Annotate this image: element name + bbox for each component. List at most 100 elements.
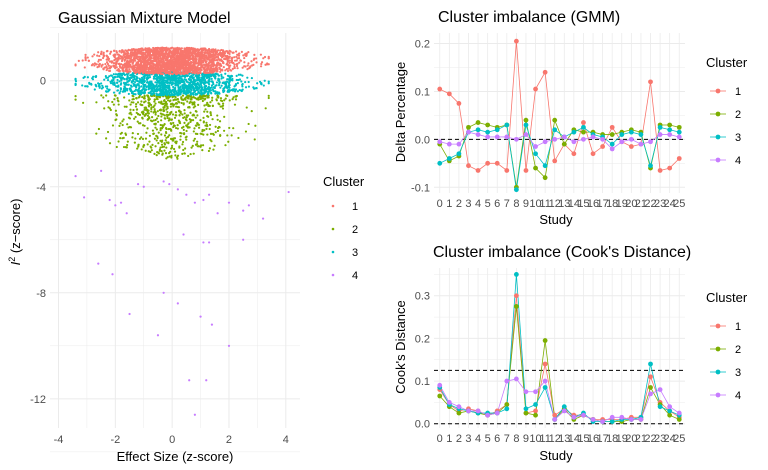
scatter-point-cluster-1 xyxy=(217,57,220,60)
scatter-point-cluster-2 xyxy=(204,108,207,111)
scatter-point-cluster-1 xyxy=(81,59,84,62)
scatter-point-cluster-1 xyxy=(105,61,109,64)
scatter-point-cluster-2 xyxy=(171,113,175,116)
scatter-point-cluster-3 xyxy=(198,84,201,87)
scatter-point-cluster-2 xyxy=(181,140,185,144)
scatter-point-cluster-1 xyxy=(207,66,210,69)
scatter-point-cluster-2 xyxy=(102,96,105,99)
scatter-point-cluster-2 xyxy=(170,146,174,149)
scatter-point-cluster-1 xyxy=(160,64,163,67)
scatter-point-cluster-1 xyxy=(222,66,225,69)
scatter-point-cluster-2 xyxy=(159,129,162,132)
series-line-cluster-3 xyxy=(439,274,680,423)
scatter-point-cluster-1 xyxy=(151,51,154,54)
legend-label-cluster-1: 1 xyxy=(735,321,741,333)
scatter-point-cluster-1 xyxy=(98,54,101,58)
scatter-point-cluster-1 xyxy=(209,53,212,57)
scatter-point-cluster-1 xyxy=(121,57,125,60)
series-point-cluster-2 xyxy=(513,304,519,309)
scatter-point-cluster-2 xyxy=(156,136,159,140)
scatter-point-cluster-2 xyxy=(121,120,124,123)
scatter-point-cluster-3 xyxy=(182,80,185,83)
scatter-point-cluster-1 xyxy=(159,46,163,49)
x-tick-label: 6 xyxy=(494,433,500,445)
scatter-point-cluster-1 xyxy=(141,71,145,74)
scatter-point-cluster-1 xyxy=(219,70,222,73)
scatter-point-cluster-1 xyxy=(234,50,238,53)
scatter-point-cluster-4 xyxy=(82,196,86,199)
scatter-point-cluster-2 xyxy=(144,137,148,140)
scatter-point-cluster-1 xyxy=(209,59,212,63)
legend-key-point-cluster-3 xyxy=(715,369,721,375)
scatter-point-cluster-1 xyxy=(197,48,201,51)
y-axis-label-sup: 2 xyxy=(7,257,17,262)
series-point-cluster-4 xyxy=(638,417,644,422)
scatter-point-cluster-2 xyxy=(117,103,120,106)
scatter-point-cluster-1 xyxy=(87,59,90,62)
scatter-point-cluster-2 xyxy=(201,99,204,103)
scatter-point-cluster-2 xyxy=(170,137,173,141)
series-point-cluster-4 xyxy=(590,134,596,140)
scatter-point-cluster-2 xyxy=(206,101,209,104)
scatter-point-cluster-1 xyxy=(196,72,199,75)
series-point-cluster-4 xyxy=(485,134,491,140)
scatter-point-cluster-1 xyxy=(184,58,187,61)
scatter-point-cluster-3 xyxy=(267,82,270,85)
x-tick-label: 9 xyxy=(523,433,529,445)
scatter-point-cluster-1 xyxy=(157,64,161,67)
scatter-point-cluster-3 xyxy=(163,84,166,87)
scatter-point-cluster-2 xyxy=(160,127,163,130)
scatter-point-cluster-2 xyxy=(170,144,174,147)
scatter-point-cluster-1 xyxy=(95,63,98,66)
scatter-point-cluster-2 xyxy=(155,97,159,100)
scatter-point-cluster-3 xyxy=(194,92,197,95)
scatter-point-cluster-2 xyxy=(170,110,173,114)
scatter-point-cluster-2 xyxy=(153,108,156,111)
scatter-point-cluster-4 xyxy=(162,291,165,294)
series-point-cluster-2 xyxy=(523,117,529,123)
scatter-point-cluster-1 xyxy=(115,63,118,66)
scatter-point-cluster-4 xyxy=(74,175,77,178)
scatter-point-cluster-3 xyxy=(125,73,128,76)
series-point-cluster-4 xyxy=(513,376,519,382)
scatter-point-cluster-1 xyxy=(147,58,150,61)
series-point-cluster-4 xyxy=(542,378,548,384)
scatter-point-cluster-4 xyxy=(156,334,160,337)
y-tick-label: 0.3 xyxy=(415,291,430,303)
scatter-point-cluster-2 xyxy=(197,126,201,129)
x-tick-label: 24 xyxy=(664,433,676,445)
scatter-point-cluster-3 xyxy=(217,74,221,77)
scatter-point-cluster-2 xyxy=(169,105,172,108)
x-tick-label: 23 xyxy=(654,433,666,445)
scatter-point-cluster-2 xyxy=(196,123,199,126)
scatter-point-cluster-3 xyxy=(100,82,103,85)
scatter-point-cluster-3 xyxy=(147,91,150,94)
scatter-point-cluster-3 xyxy=(220,84,223,87)
y-tick-label: 0.0 xyxy=(415,134,430,146)
legend-label-cluster-4: 4 xyxy=(352,270,358,282)
scatter-point-cluster-3 xyxy=(108,75,111,78)
scatter-point-cluster-3 xyxy=(179,85,182,88)
scatter-point-cluster-2 xyxy=(176,105,179,109)
scatter-point-cluster-2 xyxy=(132,101,135,104)
scatter-point-cluster-3 xyxy=(183,75,187,79)
scatter-point-cluster-3 xyxy=(140,80,143,83)
scatter-point-cluster-3 xyxy=(238,78,242,81)
scatter-point-cluster-4 xyxy=(119,201,123,204)
scatter-point-cluster-3 xyxy=(144,83,147,86)
scatter-point-cluster-2 xyxy=(192,130,195,133)
scatter-point-cluster-2 xyxy=(153,152,156,155)
scatter-point-cluster-3 xyxy=(192,87,195,90)
scatter-point-cluster-3 xyxy=(104,85,107,88)
scatter-point-cluster-1 xyxy=(214,50,217,53)
scatter-point-cluster-2 xyxy=(105,94,108,97)
series-point-cluster-4 xyxy=(533,389,538,395)
series-point-cluster-2 xyxy=(437,393,443,399)
scatter-point-cluster-3 xyxy=(126,74,129,78)
scatter-point-cluster-3 xyxy=(122,81,126,84)
scatter-point-cluster-2 xyxy=(201,128,204,132)
scatter-point-cluster-3 xyxy=(203,75,207,78)
series-point-cluster-4 xyxy=(523,132,529,137)
scatter-point-cluster-3 xyxy=(190,88,193,91)
x-tick-label: 25 xyxy=(673,198,685,210)
